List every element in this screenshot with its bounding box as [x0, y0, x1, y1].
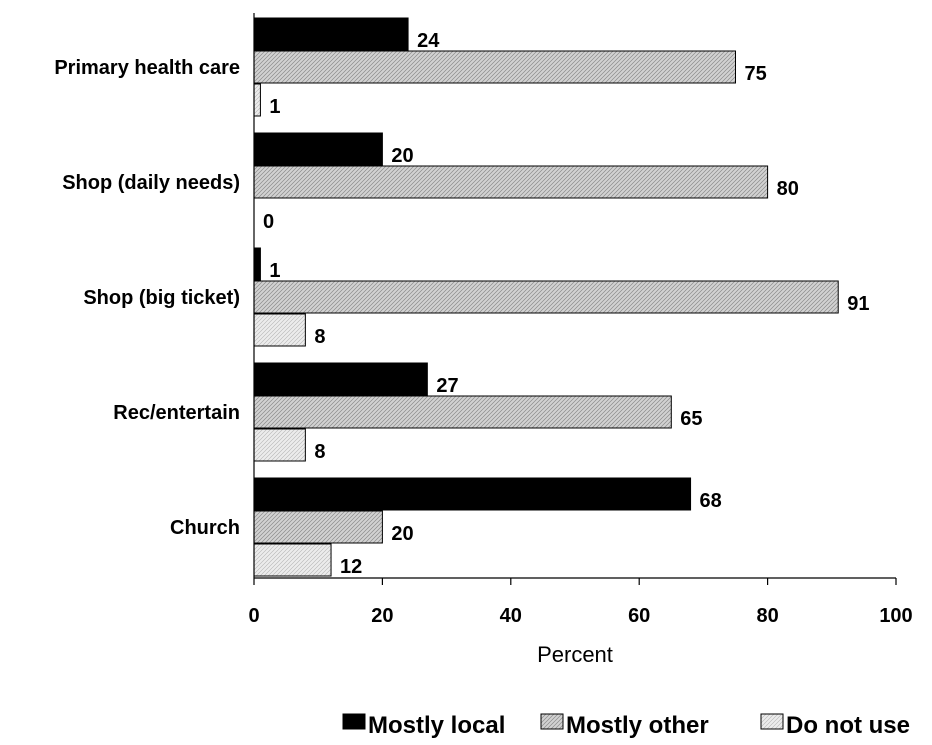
legend-swatch-mostly-local [342, 713, 366, 730]
x-axis: 0 20 40 60 80 100 [248, 13, 913, 627]
category-label-shop-big-ticket: Shop (big ticket) [83, 287, 240, 309]
category-label-rec-entertain: Rec/entertain [113, 402, 240, 424]
legend-label-do-not-use: Do not use [786, 712, 910, 739]
bar-do-not-use-primary-health-care [253, 83, 261, 117]
x-tick-label-80: 80 [756, 605, 778, 627]
category-label-primary-health-care: Primary health care [54, 57, 240, 79]
data-label-mostly-other-church: 20 [391, 523, 413, 545]
data-label-mostly-other-shop-daily-needs: 80 [777, 178, 799, 200]
x-tick-label-20: 20 [371, 605, 393, 627]
data-label-mostly-local-rec-entertain: 27 [436, 375, 458, 397]
bar-mostly-local-shop-daily-needs [253, 132, 383, 166]
x-tick-label-60: 60 [628, 605, 650, 627]
data-label-mostly-local-shop-big-ticket: 1 [269, 260, 280, 282]
data-label-mostly-other-primary-health-care: 75 [745, 63, 767, 85]
x-tick-label-100: 100 [879, 605, 912, 627]
category-label-church: Church [170, 517, 240, 539]
data-label-do-not-use-shop-daily-needs: 0 [263, 211, 274, 233]
bar-do-not-use-rec-entertain [253, 428, 306, 462]
data-label-do-not-use-shop-big-ticket: 8 [314, 326, 325, 348]
legend-label-mostly-other: Mostly other [566, 712, 709, 739]
data-label-do-not-use-church: 12 [340, 556, 362, 578]
data-label-do-not-use-rec-entertain: 8 [314, 441, 325, 463]
data-label-mostly-local-church: 68 [700, 490, 722, 512]
x-tick-label-40: 40 [500, 605, 522, 627]
x-tick-label-0: 0 [248, 605, 259, 627]
bar-mostly-other-primary-health-care [253, 50, 736, 84]
bar-mostly-local-rec-entertain [253, 362, 428, 396]
category-label-shop-daily-needs: Shop (daily needs) [62, 172, 240, 194]
bar-do-not-use-shop-big-ticket [253, 313, 306, 347]
data-label-do-not-use-primary-health-care: 1 [269, 96, 280, 118]
x-axis-title: Percent [537, 642, 613, 667]
data-label-mostly-other-rec-entertain: 65 [680, 408, 702, 430]
data-label-mostly-local-shop-daily-needs: 20 [391, 145, 413, 167]
bar-mostly-other-shop-daily-needs [253, 165, 769, 199]
legend-swatch-mostly-other [540, 713, 564, 730]
legend-label-mostly-local: Mostly local [368, 712, 505, 739]
bar-mostly-other-church [253, 510, 383, 544]
bar-mostly-other-shop-big-ticket [253, 280, 839, 314]
bar-mostly-local-church [253, 477, 692, 511]
bar-mostly-other-rec-entertain [253, 395, 672, 429]
data-label-mostly-other-shop-big-ticket: 91 [847, 293, 869, 315]
legend-swatch-do-not-use [760, 713, 784, 730]
bar-mostly-local-primary-health-care [253, 17, 409, 51]
data-label-mostly-local-primary-health-care: 24 [417, 30, 440, 52]
bar-do-not-use-church [253, 543, 332, 577]
bars-layer: Primary health care 24 75 1 Shop (daily need… [54, 17, 869, 578]
legend: Mostly local Mostly other Do not use [342, 712, 910, 739]
bar-mostly-local-shop-big-ticket [253, 247, 261, 281]
